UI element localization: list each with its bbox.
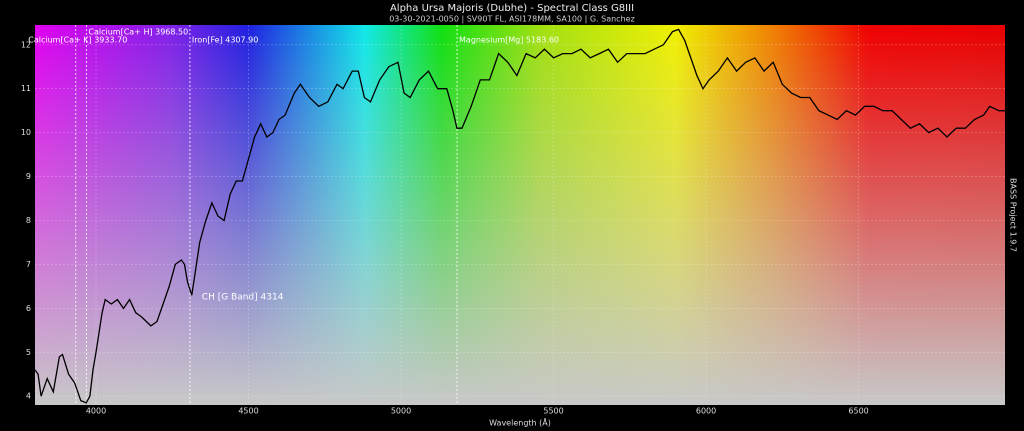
x-axis-label: Wavelength (Å)	[489, 417, 551, 428]
y-tick-label: 12	[21, 40, 31, 49]
spectrum-line	[34, 28, 1005, 404]
x-tick-label: 5000	[391, 407, 411, 416]
annotation-label: Magnesium[Mg] 5183.60	[459, 36, 559, 45]
x-tick-label: 5500	[543, 407, 563, 416]
annotation-label: Iron[Fe] 4307.90	[192, 36, 258, 45]
chart-subtitle: 03-30-2021-0050 | SV90T FL, ASI178MM, SA…	[389, 15, 635, 24]
annotation-label: Calcium[Ca+ K] 3933.70	[28, 36, 127, 45]
side-label: BASS Project 1.9.7	[1009, 178, 1018, 252]
y-tick-label: 10	[21, 128, 31, 137]
y-tick-label: 11	[21, 84, 31, 93]
x-tick-label: 4500	[238, 407, 258, 416]
x-tick-label: 6500	[848, 407, 868, 416]
point-annotation: CH [G Band] 4314	[202, 293, 284, 303]
y-tick-label: 7	[26, 260, 31, 269]
y-tick-label: 5	[26, 348, 31, 357]
x-tick-label: 4000	[86, 407, 106, 416]
annotation-label: Calcium[Ca+ H] 3968.50	[88, 28, 188, 37]
x-tick-label: 6000	[696, 407, 716, 416]
chart-title: Alpha Ursa Majoris (Dubhe) - Spectral Cl…	[390, 3, 634, 14]
y-tick-label: 6	[26, 304, 31, 313]
plot-fade	[35, 25, 1005, 405]
y-tick-label: 8	[26, 216, 31, 225]
y-tick-label: 9	[26, 172, 31, 181]
y-tick-label: 4	[26, 392, 31, 401]
